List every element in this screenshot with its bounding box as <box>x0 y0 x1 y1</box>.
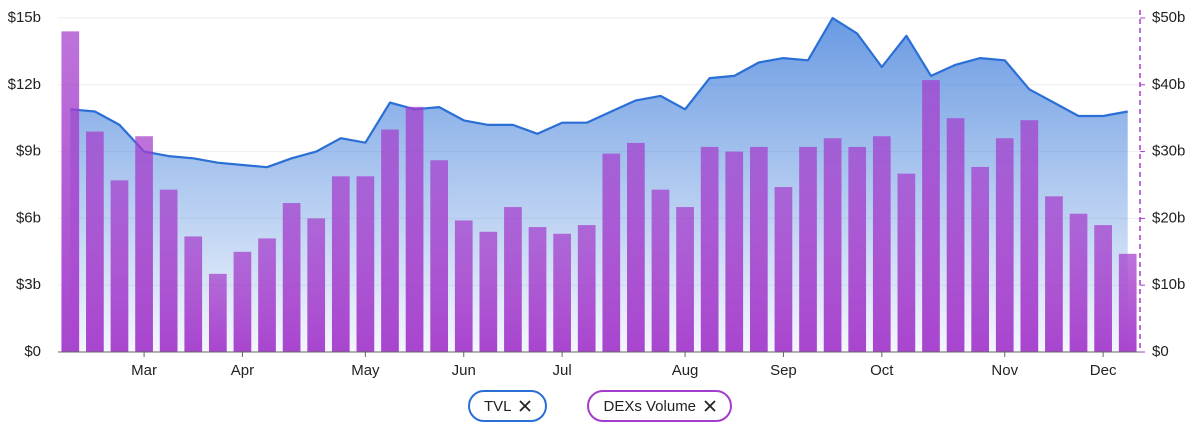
bar <box>995 138 1014 352</box>
bar <box>479 231 498 352</box>
x-tick-label: May <box>351 362 380 379</box>
bar <box>233 251 252 352</box>
y-tick-label: $3b <box>16 276 41 293</box>
tvl-area <box>70 18 1128 352</box>
bar <box>184 236 203 352</box>
x-tick-label: Aug <box>672 362 699 379</box>
bar <box>528 227 547 352</box>
close-icon <box>519 400 532 412</box>
y2-tick-label: $10b <box>1152 276 1185 293</box>
legend-button[interactable]: DEXs Volume <box>587 390 733 422</box>
bar <box>331 176 350 352</box>
x-tick-label: Apr <box>231 362 254 379</box>
bar <box>381 129 399 352</box>
legend: TVL DEXs Volume <box>0 390 1200 422</box>
y-tick-label: $12b <box>8 76 41 93</box>
bar <box>135 136 153 352</box>
x-tick-label: Oct <box>870 362 894 379</box>
bar <box>282 203 301 352</box>
y-tick-label: $9b <box>16 143 41 160</box>
bar <box>872 136 891 352</box>
y2-tick-label: $0 <box>1152 343 1169 360</box>
y2-tick-label: $30b <box>1152 143 1185 160</box>
x-tick-label: Jul <box>553 362 572 379</box>
bar <box>1118 253 1137 352</box>
bar <box>922 80 940 353</box>
bar <box>405 106 424 353</box>
bar <box>799 146 817 352</box>
x-tick-label: Mar <box>131 362 157 379</box>
bar <box>700 146 719 352</box>
bar <box>454 220 473 352</box>
bar <box>946 118 965 352</box>
bar <box>61 31 80 353</box>
bar <box>774 187 793 352</box>
bar <box>848 146 867 352</box>
bar <box>749 146 768 352</box>
legend-button[interactable]: TVL <box>467 390 548 422</box>
bar <box>897 173 916 352</box>
bar <box>504 207 522 352</box>
bar <box>258 238 276 352</box>
bar <box>823 138 842 352</box>
y-tick-label: $15b <box>8 9 41 26</box>
bar <box>676 207 694 352</box>
x-tick-label: Nov <box>991 362 1018 379</box>
bar <box>602 153 621 352</box>
x-tick-label: Sep <box>770 362 797 379</box>
bar <box>553 233 571 352</box>
bar <box>577 225 596 352</box>
bar <box>208 273 227 352</box>
bar <box>1020 120 1039 352</box>
y-tick-label: $6b <box>16 209 41 226</box>
bar <box>86 131 104 352</box>
bar <box>430 160 449 352</box>
x-tick-label: Jun <box>452 362 476 379</box>
chart: $0 $3b $6b $9b $12b $15b $0 $10b $20b $30b $40b $50… <box>8 9 1186 379</box>
close-icon <box>704 400 716 412</box>
bar <box>1045 196 1063 352</box>
bar <box>110 180 129 352</box>
y2-tick-label: $20b <box>1152 209 1185 226</box>
x <box>704 400 716 412</box>
x-tick-label: Dec <box>1090 362 1117 379</box>
y-tick-label: $0 <box>24 343 41 360</box>
bar <box>627 142 645 352</box>
y2-tick-label: $40b <box>1152 76 1185 93</box>
bar <box>971 166 990 352</box>
y2-tick-label: $50b <box>1152 9 1185 26</box>
bar <box>356 176 375 352</box>
legend-label: TVL <box>483 397 512 415</box>
bar <box>1094 225 1112 352</box>
legend-label: DEXs Volume <box>603 397 697 415</box>
bar <box>1069 213 1088 352</box>
bar <box>725 151 744 352</box>
tvl-line <box>70 16 1128 169</box>
bar <box>307 218 326 352</box>
bar <box>651 189 670 352</box>
bar <box>159 189 178 352</box>
x <box>519 400 532 412</box>
